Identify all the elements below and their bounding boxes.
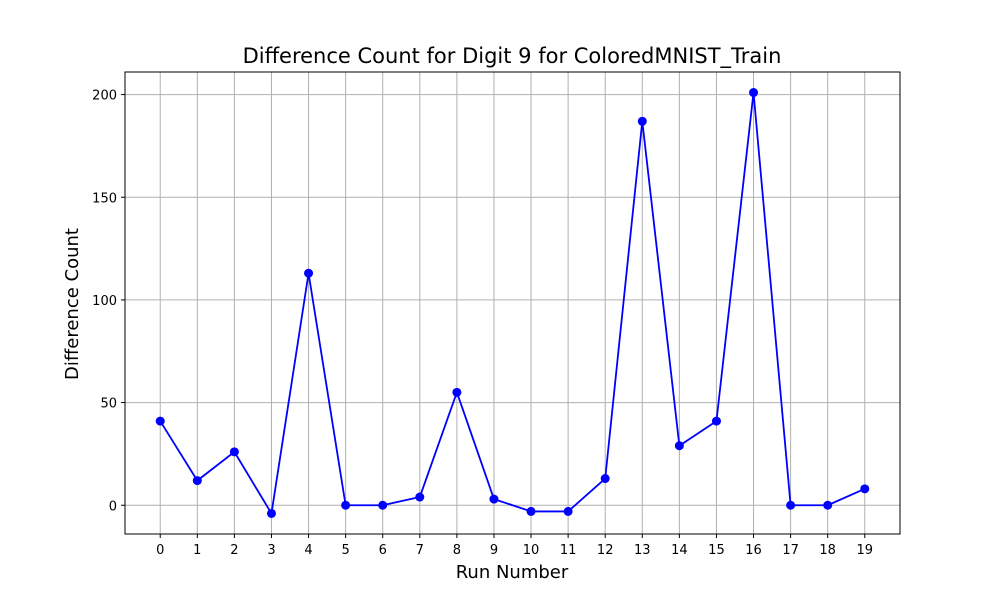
data-point bbox=[452, 387, 462, 397]
series-layer bbox=[155, 88, 870, 518]
x-tick-label: 0 bbox=[156, 543, 164, 558]
x-tick-label: 6 bbox=[379, 543, 387, 558]
x-tick-label: 8 bbox=[453, 543, 461, 558]
data-point bbox=[786, 500, 796, 510]
x-tick-label: 18 bbox=[819, 543, 836, 558]
y-axis-label: Difference Count bbox=[62, 228, 83, 380]
x-tick-label: 14 bbox=[671, 543, 688, 558]
y-tick-label: 0 bbox=[109, 499, 117, 514]
x-tick-label: 1 bbox=[193, 543, 201, 558]
data-point bbox=[711, 416, 721, 426]
x-tick-label: 2 bbox=[230, 543, 238, 558]
x-tick-label: 17 bbox=[782, 543, 799, 558]
data-point bbox=[489, 494, 499, 504]
data-point bbox=[229, 447, 239, 457]
x-tick-label: 12 bbox=[597, 543, 614, 558]
x-tick-label: 9 bbox=[490, 543, 498, 558]
data-point bbox=[341, 500, 351, 510]
data-point bbox=[823, 500, 833, 510]
x-tick-label: 15 bbox=[708, 543, 725, 558]
data-point bbox=[563, 506, 573, 516]
y-tick-label: 50 bbox=[100, 397, 117, 412]
data-point bbox=[674, 441, 684, 451]
series-line bbox=[159, 91, 866, 515]
x-tick-label: 3 bbox=[267, 543, 275, 558]
data-point bbox=[637, 116, 647, 126]
x-tick-label: 13 bbox=[634, 543, 651, 558]
data-point bbox=[415, 492, 425, 502]
x-tick-label: 16 bbox=[745, 543, 762, 558]
y-tick-label: 100 bbox=[92, 294, 117, 309]
data-point bbox=[600, 474, 610, 484]
x-tick-label: 11 bbox=[560, 543, 577, 558]
tick-layer: 0 1 2 3 4 5 6 7 8 9 10 11 12 13 14 15 16 17 18 190501001502… bbox=[92, 89, 873, 558]
x-tick-label: 4 bbox=[304, 543, 312, 558]
data-point bbox=[526, 506, 536, 516]
x-tick-label: 7 bbox=[416, 543, 424, 558]
data-point bbox=[860, 484, 870, 494]
x-axis-label: Run Number bbox=[456, 562, 569, 583]
chart-title: Difference Count for Digit 9 for Colored… bbox=[243, 44, 782, 69]
data-point bbox=[192, 476, 202, 486]
y-tick-label: 200 bbox=[92, 89, 117, 104]
data-point bbox=[266, 508, 276, 518]
x-tick-label: 19 bbox=[856, 543, 873, 558]
data-point bbox=[304, 268, 314, 278]
data-point bbox=[749, 88, 759, 98]
x-tick-label: 10 bbox=[523, 543, 540, 558]
data-point bbox=[155, 416, 165, 426]
data-point bbox=[378, 500, 388, 510]
grid bbox=[125, 72, 900, 534]
y-tick-label: 150 bbox=[92, 191, 117, 206]
plot-frame bbox=[124, 71, 901, 535]
x-tick-label: 5 bbox=[341, 543, 349, 558]
